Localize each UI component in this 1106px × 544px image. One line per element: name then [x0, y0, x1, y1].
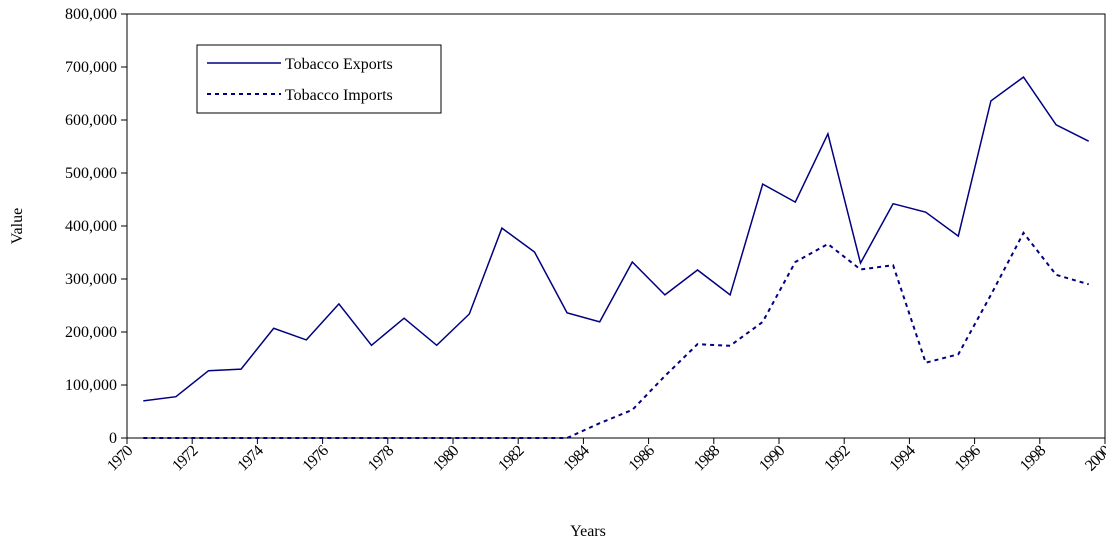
y-tick-label: 700,000 [65, 59, 117, 76]
x-tick-label: 2000 [1082, 442, 1106, 475]
y-tick-label: 200,000 [65, 324, 117, 341]
series-line [143, 231, 1089, 439]
x-tick-label: 1984 [560, 442, 593, 475]
legend-box [196, 44, 442, 114]
y-axis-label: Value [9, 208, 26, 244]
y-tick-label: 300,000 [65, 271, 117, 288]
x-tick-label: 1996 [952, 442, 985, 475]
x-axis-label: Years [570, 523, 606, 540]
x-tick-label: 1986 [626, 442, 659, 475]
y-tick-label: 100,000 [65, 377, 117, 394]
x-tick-label: 1972 [169, 442, 202, 475]
x-tick-label: 1998 [1017, 442, 1050, 475]
x-tick-label: 1988 [691, 442, 724, 475]
x-tick-label: 1992 [821, 442, 854, 475]
y-tick-label: 600,000 [65, 112, 117, 129]
y-tick-label: 500,000 [65, 165, 117, 182]
x-tick-label: 1976 [300, 442, 333, 475]
x-tick-label: 1990 [756, 442, 789, 475]
y-tick-label: 0 [109, 430, 117, 447]
x-tick-label: 1974 [234, 442, 267, 475]
x-tick-label: 1982 [495, 442, 528, 475]
legend-label: Tobacco Imports [285, 87, 393, 104]
x-tick-label: 1980 [430, 442, 463, 475]
y-tick-label: 800,000 [65, 6, 117, 23]
x-tick-label: 1994 [886, 442, 919, 475]
y-tick-label: 400,000 [65, 218, 117, 235]
x-tick-label: 1978 [365, 442, 398, 475]
legend-label: Tobacco Exports [285, 56, 393, 73]
series-line [143, 76, 1090, 402]
